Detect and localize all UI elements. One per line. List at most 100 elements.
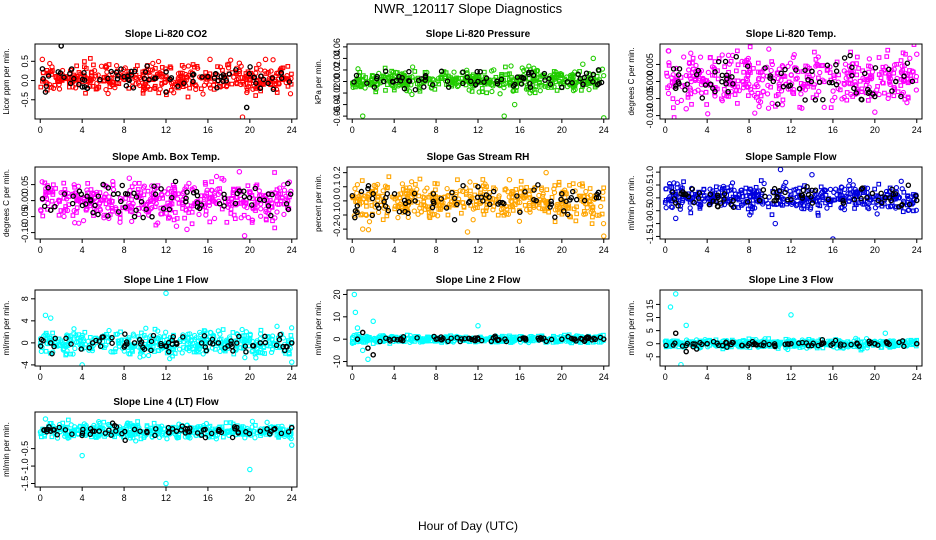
reference-point (131, 68, 138, 75)
reference-point (580, 81, 586, 87)
data-point (226, 61, 232, 67)
data-point (735, 84, 740, 90)
data-point (155, 58, 162, 65)
reference-point (689, 186, 696, 192)
data-point (38, 348, 45, 355)
reference-point (223, 77, 230, 84)
data-points (662, 291, 920, 366)
data-point (66, 194, 71, 199)
data-point (93, 335, 98, 341)
x-tick-label: 4 (392, 372, 397, 382)
y-axis-label: ml/min per min. (2, 422, 11, 477)
outlier-point (351, 291, 358, 298)
data-point (439, 76, 444, 82)
reference-point (199, 74, 205, 80)
data-point (784, 201, 790, 207)
data-point (228, 211, 234, 216)
reference-point (810, 340, 816, 347)
reference-point (371, 84, 378, 90)
data-point (813, 57, 819, 62)
data-point (563, 338, 569, 344)
reference-point (382, 68, 389, 74)
data-point (761, 180, 767, 187)
data-point (601, 73, 607, 79)
data-point (157, 86, 163, 92)
reference-point (886, 66, 892, 73)
reference-point (466, 198, 473, 205)
data-point (181, 338, 187, 345)
reference-point (141, 75, 148, 82)
data-point (49, 198, 55, 204)
reference-point (526, 69, 532, 76)
data-point (785, 63, 791, 70)
data-point (136, 211, 142, 218)
reference-point (430, 191, 437, 197)
data-point (140, 90, 146, 96)
reference-point (878, 200, 885, 206)
data-point (905, 94, 911, 100)
data-point (887, 204, 894, 210)
reference-point (782, 189, 788, 196)
reference-point (475, 78, 481, 85)
reference-point (40, 75, 46, 82)
reference-point (285, 206, 292, 213)
reference-point (153, 75, 159, 81)
data-point (246, 77, 252, 82)
reference-point (723, 340, 730, 346)
data-point (722, 64, 727, 70)
data-point (488, 196, 493, 201)
data-point (878, 341, 884, 348)
data-point (355, 338, 361, 345)
data-point (722, 86, 727, 92)
data-point (40, 78, 45, 84)
data-point (572, 188, 578, 194)
reference-point (184, 189, 190, 195)
data-point (764, 91, 771, 97)
x-tick-label: 8 (747, 372, 752, 382)
data-point (253, 355, 259, 361)
data-point (522, 202, 528, 208)
data-point (583, 188, 589, 195)
x-tick-label: 16 (515, 372, 525, 382)
data-point (887, 81, 893, 88)
data-point (192, 337, 198, 342)
data-point (454, 83, 461, 90)
reference-point (169, 337, 175, 343)
reference-point (270, 86, 277, 93)
data-point (704, 102, 710, 107)
data-point (505, 211, 512, 217)
reference-point (214, 85, 220, 91)
reference-point (530, 72, 537, 79)
data-point (203, 208, 209, 214)
data-point (876, 72, 882, 77)
data-point (74, 205, 80, 211)
data-point (779, 63, 786, 69)
reference-point (713, 198, 720, 205)
reference-point (45, 73, 52, 79)
data-point (489, 88, 495, 95)
data-point (728, 183, 734, 189)
data-point (794, 75, 800, 81)
reference-point (788, 340, 794, 347)
reference-point (460, 80, 466, 87)
data-point (110, 182, 116, 188)
y-tick-label: -1.0 (645, 216, 655, 232)
reference-point (905, 182, 912, 189)
data-points (349, 169, 607, 239)
reference-point (131, 213, 138, 220)
reference-point (400, 334, 407, 340)
data-point (105, 90, 111, 97)
data-point (726, 188, 732, 194)
reference-point (798, 192, 805, 199)
data-point (155, 220, 161, 226)
reference-point (108, 68, 114, 75)
data-point (364, 203, 369, 209)
data-point (157, 71, 163, 77)
x-tick-label: 8 (747, 245, 752, 255)
y-tick-label: 0.2 (332, 166, 342, 179)
reference-point (531, 196, 537, 203)
reference-point (265, 203, 272, 209)
data-point (815, 54, 821, 60)
data-point (172, 191, 178, 197)
data-point (285, 64, 291, 69)
